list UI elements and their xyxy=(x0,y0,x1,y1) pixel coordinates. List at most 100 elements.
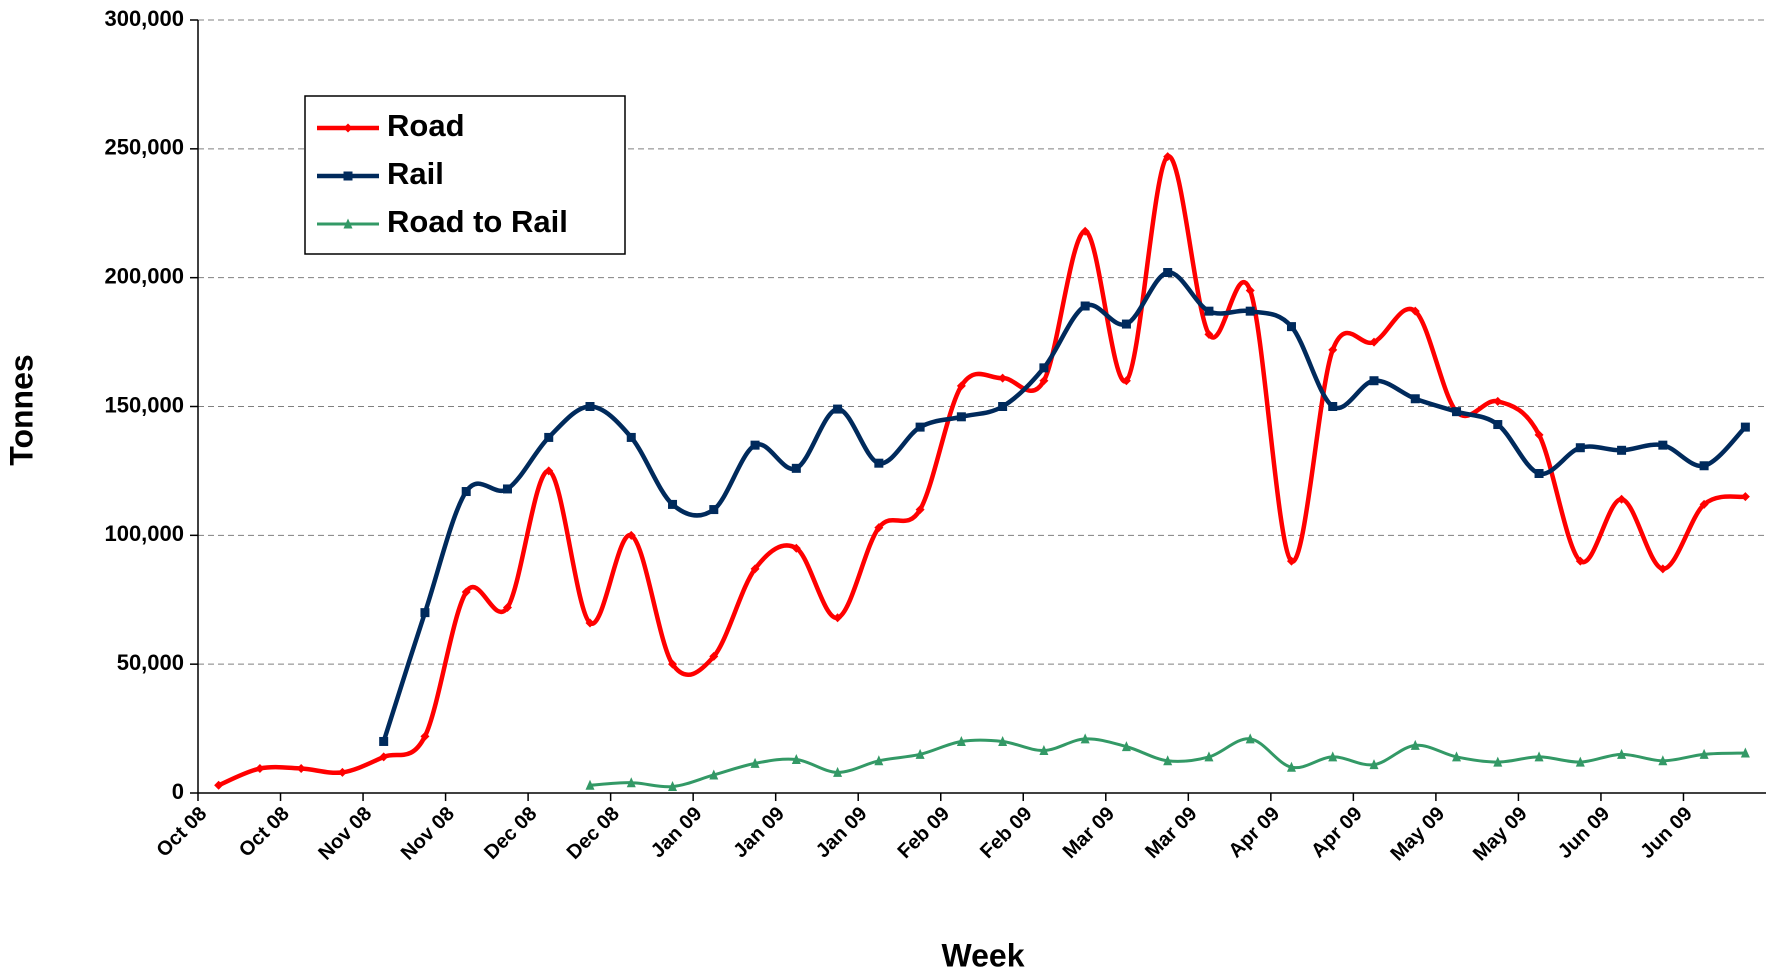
marker xyxy=(998,373,1008,383)
marker xyxy=(502,602,512,612)
marker xyxy=(1699,748,1709,759)
marker xyxy=(915,748,925,759)
marker xyxy=(1617,494,1627,504)
marker xyxy=(750,564,760,574)
marker xyxy=(1369,376,1379,386)
marker xyxy=(956,381,966,391)
y-tick-label: 150,000 xyxy=(104,392,184,417)
marker xyxy=(1410,739,1420,750)
marker xyxy=(1410,394,1420,404)
legend-label: Road to Rail xyxy=(387,204,568,239)
marker xyxy=(626,777,636,788)
marker xyxy=(1534,468,1544,478)
marker xyxy=(585,618,595,628)
marker xyxy=(1493,420,1503,430)
marker xyxy=(998,402,1008,411)
marker xyxy=(1163,152,1173,162)
marker xyxy=(1328,345,1338,355)
marker xyxy=(1286,322,1296,332)
marker xyxy=(461,587,471,597)
marker xyxy=(1328,751,1338,762)
marker xyxy=(1163,755,1173,766)
marker xyxy=(1452,751,1462,762)
marker xyxy=(1328,402,1338,411)
x-tick-label: Oct 08 xyxy=(152,803,211,862)
marker xyxy=(343,171,353,181)
marker xyxy=(1121,319,1131,329)
marker xyxy=(833,766,843,777)
marker xyxy=(668,499,678,509)
x-tick-label: Feb 09 xyxy=(976,803,1036,863)
marker xyxy=(1534,430,1544,440)
marker xyxy=(1575,443,1585,453)
marker xyxy=(1286,761,1296,772)
marker xyxy=(1740,492,1750,502)
marker xyxy=(1699,461,1709,471)
marker xyxy=(791,463,801,473)
marker xyxy=(1452,407,1462,417)
marker xyxy=(1080,226,1090,236)
x-tick-label: May 09 xyxy=(1469,803,1532,866)
marker xyxy=(1245,306,1255,316)
marker xyxy=(1658,440,1668,450)
marker xyxy=(343,123,353,133)
marker xyxy=(874,755,884,766)
x-tick-label: Jan 09 xyxy=(647,803,707,863)
marker xyxy=(833,404,843,414)
x-tick-label: Mar 09 xyxy=(1059,803,1119,863)
x-tick-label: Oct 08 xyxy=(235,803,294,862)
marker xyxy=(1039,376,1049,386)
legend-label: Rail xyxy=(387,156,444,191)
y-tick-label: 200,000 xyxy=(104,263,184,288)
marker xyxy=(343,218,353,229)
marker xyxy=(1740,747,1750,758)
marker xyxy=(1617,748,1627,759)
x-tick-label: Jan 09 xyxy=(729,803,789,863)
x-tick-label: Feb 09 xyxy=(894,803,954,863)
marker xyxy=(750,440,760,450)
x-tick-label: Nov 08 xyxy=(314,803,376,865)
series xyxy=(585,733,1750,792)
marker xyxy=(668,781,678,792)
marker xyxy=(998,735,1008,746)
marker xyxy=(1245,286,1255,296)
marker xyxy=(1410,306,1420,316)
y-tick-label: 50,000 xyxy=(117,650,184,675)
marker xyxy=(544,466,554,476)
marker xyxy=(461,487,471,497)
line xyxy=(381,270,1747,743)
x-tick-label: Jun 09 xyxy=(1636,803,1696,863)
marker xyxy=(1575,556,1585,566)
marker xyxy=(1369,759,1379,770)
series xyxy=(379,268,1750,746)
marker xyxy=(791,754,801,765)
marker xyxy=(296,764,306,774)
marker xyxy=(420,731,430,741)
marker xyxy=(214,780,224,790)
marker xyxy=(1163,268,1173,278)
marker xyxy=(874,523,884,533)
marker xyxy=(791,543,801,553)
legend-label: Road xyxy=(387,108,465,143)
marker xyxy=(1080,733,1090,744)
x-tick-label: Jun 09 xyxy=(1554,803,1614,863)
marker xyxy=(420,608,430,618)
marker xyxy=(1740,422,1750,432)
marker xyxy=(1204,329,1214,339)
marker xyxy=(1369,337,1379,347)
marker xyxy=(956,735,966,746)
x-tick-label: Apr 09 xyxy=(1225,803,1285,863)
x-tick-label: Dec 08 xyxy=(563,803,624,864)
x-tick-label: Apr 09 xyxy=(1307,803,1367,863)
marker xyxy=(585,402,595,411)
marker xyxy=(1658,564,1668,574)
marker xyxy=(626,530,636,540)
x-tick-label: Dec 08 xyxy=(480,803,541,864)
marker xyxy=(1121,376,1131,386)
x-axis-title: Week xyxy=(941,937,1024,973)
marker xyxy=(544,432,554,442)
marker xyxy=(626,432,636,442)
x-tick-label: May 09 xyxy=(1386,803,1449,866)
marker xyxy=(956,412,966,422)
x-tick-label: Jan 09 xyxy=(812,803,872,863)
